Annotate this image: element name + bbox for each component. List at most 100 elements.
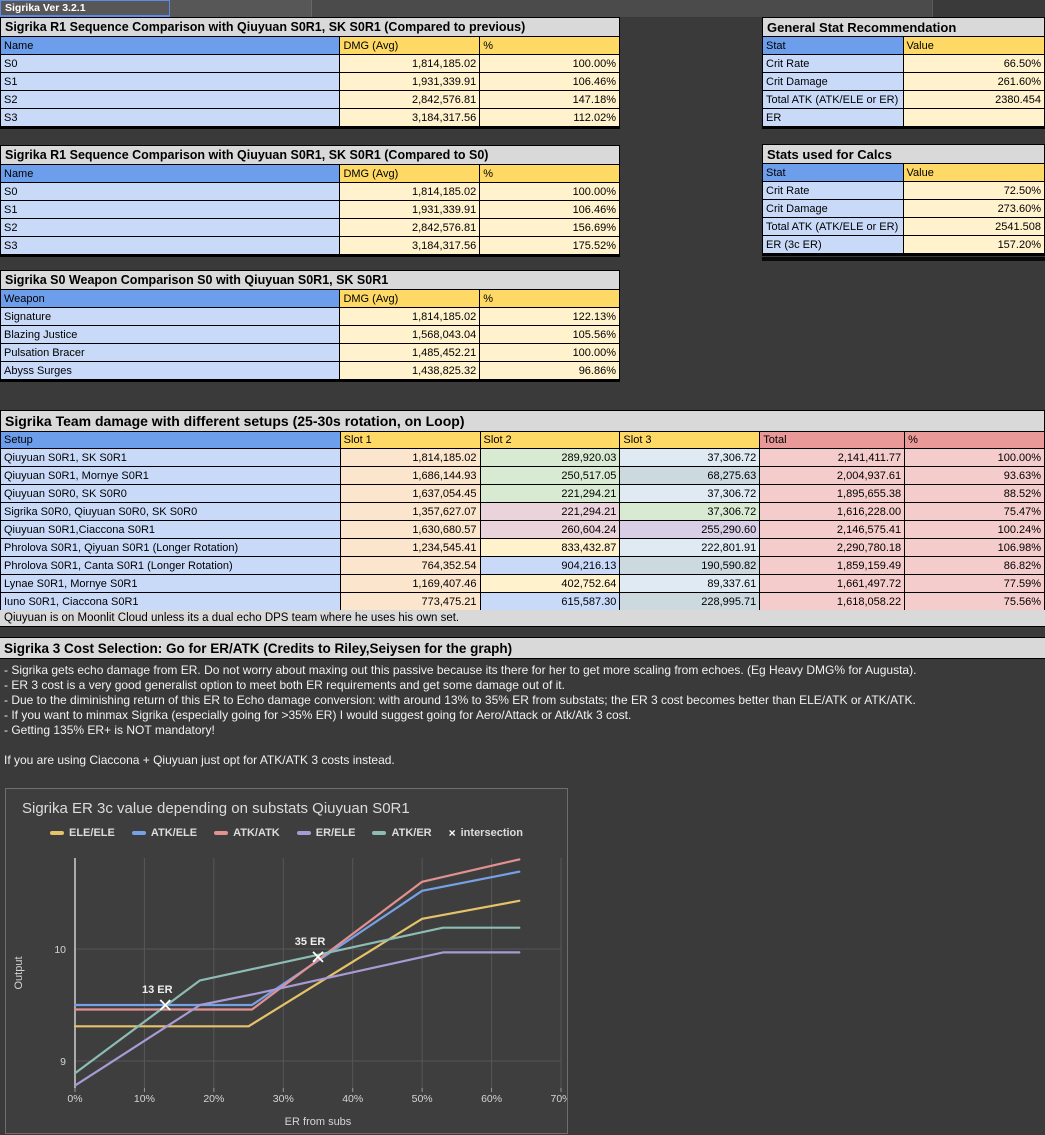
table-cell[interactable]: 1,661,497.72	[760, 575, 905, 593]
table-cell[interactable]: 1,630,680.57	[341, 521, 481, 539]
table-cell[interactable]: 1,686,144.93	[341, 467, 481, 485]
table-cell[interactable]: 221,294.21	[481, 503, 621, 521]
table-cell[interactable]: 100.00%	[905, 449, 1045, 467]
table-cell[interactable]: 37,306.72	[620, 503, 760, 521]
table-cell[interactable]: 1,814,185.02	[341, 449, 481, 467]
table-title[interactable]: General Stat Recommendation	[763, 18, 1045, 37]
table-cell[interactable]: 100.00%	[480, 55, 620, 73]
column-header[interactable]: %	[480, 37, 620, 55]
table-cell[interactable]: S0	[1, 55, 340, 73]
table-cell[interactable]: 68,275.63	[620, 467, 760, 485]
team-table-note[interactable]: Qiuyuan is on Moonlit Cloud unless its a…	[0, 610, 1045, 627]
table-cell[interactable]: 1,568,043.04	[340, 326, 480, 344]
table-title[interactable]: Sigrika R1 Sequence Comparison with Qiuy…	[1, 146, 620, 165]
column-header[interactable]: Total	[760, 432, 905, 449]
table-title[interactable]: Sigrika R1 Sequence Comparison with Qiuy…	[1, 18, 620, 37]
table-cell[interactable]: 72.50%	[904, 182, 1045, 200]
table-cell[interactable]: 221,294.21	[481, 485, 621, 503]
table-cell[interactable]: 2,290,780.18	[760, 539, 905, 557]
table-cell[interactable]: 156.69%	[480, 219, 620, 237]
table-cell[interactable]: 1,814,185.02	[340, 183, 480, 201]
table-cell[interactable]: 88.52%	[905, 485, 1045, 503]
column-header[interactable]: Slot 1	[341, 432, 481, 449]
table-cell[interactable]: 1,234,545.41	[341, 539, 481, 557]
table-cell[interactable]: 77.59%	[905, 575, 1045, 593]
table-cell[interactable]: Qiuyuan S0R1, Mornye S0R1	[1, 467, 341, 485]
table-cell[interactable]: 833,432.87	[481, 539, 621, 557]
table-cell[interactable]: S0	[1, 183, 340, 201]
column-header[interactable]: Name	[1, 37, 340, 55]
table-cell[interactable]: 37,306.72	[620, 449, 760, 467]
table-cell[interactable]: 255,290.60	[620, 521, 760, 539]
table-cell[interactable]: 157.20%	[904, 236, 1045, 254]
table-cell[interactable]: 250,517.05	[481, 467, 621, 485]
table-cell[interactable]: 86.82%	[905, 557, 1045, 575]
table-title[interactable]: Stats used for Calcs	[763, 145, 1045, 164]
column-header[interactable]: %	[480, 165, 620, 183]
table-cell[interactable]: 122.13%	[480, 308, 620, 326]
table-cell[interactable]: 147.18%	[480, 91, 620, 109]
table-cell[interactable]: S2	[1, 91, 340, 109]
table-cell[interactable]: 2,146,575.41	[760, 521, 905, 539]
table-cell[interactable]: 96.86%	[480, 362, 620, 380]
column-header[interactable]: Setup	[1, 432, 341, 449]
table-cell[interactable]: 3,184,317.56	[340, 237, 480, 255]
table-cell[interactable]: S1	[1, 73, 340, 91]
table-cell[interactable]: Abyss Surges	[1, 362, 340, 380]
table-cell[interactable]: 2,004,937.61	[760, 467, 905, 485]
table-cell[interactable]: 100.24%	[905, 521, 1045, 539]
column-header[interactable]: %	[480, 290, 620, 308]
table-cell[interactable]: 261.60%	[904, 73, 1045, 91]
table-cell[interactable]: 1,814,185.02	[340, 308, 480, 326]
table-cell[interactable]: 2,141,411.77	[760, 449, 905, 467]
table-cell[interactable]: 75.56%	[905, 593, 1045, 611]
table-cell[interactable]: Total ATK (ATK/ELE or ER)	[763, 91, 904, 109]
table-cell[interactable]: 100.00%	[480, 344, 620, 362]
table-cell[interactable]: 1,931,339.91	[340, 73, 480, 91]
column-header[interactable]: DMG (Avg)	[340, 165, 480, 183]
table-cell[interactable]: 1,895,655.38	[760, 485, 905, 503]
table-cell[interactable]: ER (3c ER)	[763, 236, 904, 254]
table-cell[interactable]: 2,842,576.81	[340, 219, 480, 237]
version-cell[interactable]: Sigrika Ver 3.2.1	[0, 0, 170, 17]
table-title[interactable]: Sigrika S0 Weapon Comparison S0 with Qiu…	[1, 271, 620, 290]
table-cell[interactable]: 773,475.21	[341, 593, 481, 611]
column-header[interactable]: DMG (Avg)	[340, 290, 480, 308]
table-cell[interactable]: Sigrika S0R0, Qiuyuan S0R0, SK S0R0	[1, 503, 341, 521]
column-header[interactable]: DMG (Avg)	[340, 37, 480, 55]
table-cell[interactable]: S2	[1, 219, 340, 237]
top-row-empty-cell[interactable]	[170, 0, 312, 17]
table-title[interactable]: Sigrika Team damage with different setup…	[1, 411, 1045, 432]
table-cell[interactable]: 1,931,339.91	[340, 201, 480, 219]
table-cell[interactable]: 222,801.91	[620, 539, 760, 557]
table-cell[interactable]: Crit Damage	[763, 200, 904, 218]
table-cell[interactable]: Blazing Justice	[1, 326, 340, 344]
table-cell[interactable]: Qiuyuan S0R1, SK S0R1	[1, 449, 341, 467]
table-cell[interactable]: S3	[1, 109, 340, 127]
column-header[interactable]: %	[905, 432, 1045, 449]
table-cell[interactable]: 106.98%	[905, 539, 1045, 557]
table-cell[interactable]: 1,814,185.02	[340, 55, 480, 73]
table-cell[interactable]: S1	[1, 201, 340, 219]
table-cell[interactable]: Qiuyuan S0R1,Ciaccona S0R1	[1, 521, 341, 539]
table-cell[interactable]: 2541.508	[904, 218, 1045, 236]
table-cell[interactable]: Crit Rate	[763, 182, 904, 200]
table-cell[interactable]: Total ATK (ATK/ELE or ER)	[763, 218, 904, 236]
table-cell[interactable]: 273.60%	[904, 200, 1045, 218]
column-header[interactable]: Slot 2	[481, 432, 621, 449]
table-cell[interactable]: 260,604.24	[481, 521, 621, 539]
table-cell[interactable]: Signature	[1, 308, 340, 326]
table-cell[interactable]: Phrolova S0R1, Canta S0R1 (Longer Rotati…	[1, 557, 341, 575]
table-cell[interactable]: 37,306.72	[620, 485, 760, 503]
table-cell[interactable]: 1,859,159.49	[760, 557, 905, 575]
table-cell[interactable]: 1,618,058.22	[760, 593, 905, 611]
table-cell[interactable]: 904,216.13	[481, 557, 621, 575]
table-cell[interactable]: Iuno S0R1, Ciaccona S0R1	[1, 593, 341, 611]
table-cell[interactable]: 106.46%	[480, 201, 620, 219]
table-cell[interactable]: 89,337.61	[620, 575, 760, 593]
table-cell[interactable]: 100.00%	[480, 183, 620, 201]
table-cell[interactable]: 289,920.03	[481, 449, 621, 467]
table-cell[interactable]: Phrolova S0R1, Qiyuan S0R1 (Longer Rotat…	[1, 539, 341, 557]
table-cell[interactable]: 402,752.64	[481, 575, 621, 593]
column-header[interactable]: Stat	[763, 37, 904, 55]
